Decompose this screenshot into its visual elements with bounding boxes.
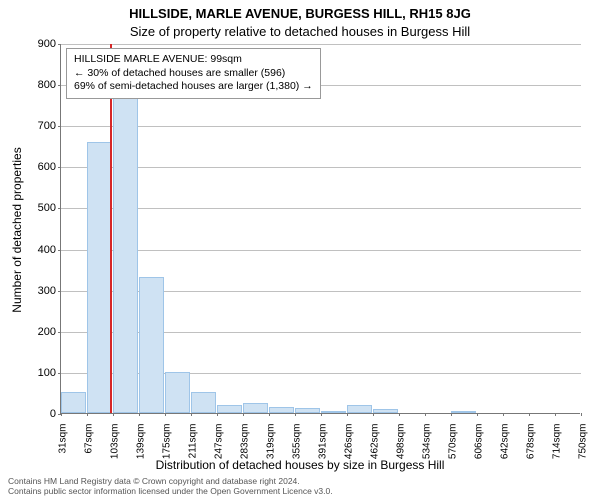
histogram-bar — [295, 408, 320, 413]
infobox-line2: ← 30% of detached houses are smaller (59… — [74, 67, 313, 81]
histogram-bar — [61, 392, 86, 413]
y-tick-label: 100 — [16, 367, 56, 379]
histogram-bar — [191, 392, 216, 413]
y-tick-label: 0 — [16, 408, 56, 420]
histogram-bar — [165, 372, 190, 413]
chart-title-line2: Size of property relative to detached ho… — [0, 24, 600, 39]
histogram-bar — [87, 142, 112, 413]
grid-line — [61, 208, 581, 209]
subject-property-marker — [110, 44, 112, 413]
histogram-bar — [113, 92, 138, 413]
grid-line — [61, 250, 581, 251]
y-tick-label: 200 — [16, 326, 56, 338]
y-tick-label: 500 — [16, 202, 56, 214]
histogram-bar — [243, 403, 268, 413]
x-axis-label: Distribution of detached houses by size … — [0, 458, 600, 472]
property-size-histogram: HILLSIDE, MARLE AVENUE, BURGESS HILL, RH… — [0, 0, 600, 500]
histogram-bar — [217, 405, 242, 413]
chart-title-line1: HILLSIDE, MARLE AVENUE, BURGESS HILL, RH… — [0, 6, 600, 21]
histogram-bar — [321, 411, 345, 413]
y-tick-label: 300 — [16, 285, 56, 297]
y-tick-label: 700 — [16, 120, 56, 132]
infobox-line3: 69% of semi-detached houses are larger (… — [74, 80, 313, 94]
histogram-bar — [373, 409, 398, 413]
y-tick-label: 900 — [16, 38, 56, 50]
infobox-line1: HILLSIDE MARLE AVENUE: 99sqm — [74, 53, 313, 67]
footer-line2: Contains public sector information licen… — [8, 486, 333, 496]
footer-attribution: Contains HM Land Registry data © Crown c… — [8, 476, 333, 496]
footer-line1: Contains HM Land Registry data © Crown c… — [8, 476, 333, 486]
y-tick-label: 400 — [16, 244, 56, 256]
grid-line — [61, 44, 581, 45]
grid-line — [61, 167, 581, 168]
grid-line — [61, 126, 581, 127]
y-tick-label: 600 — [16, 161, 56, 173]
property-info-box: HILLSIDE MARLE AVENUE: 99sqm ← 30% of de… — [66, 48, 321, 99]
histogram-bar — [347, 405, 372, 413]
plot-area — [60, 44, 580, 414]
histogram-bar — [451, 411, 476, 413]
histogram-bar — [139, 277, 164, 413]
y-tick-label: 800 — [16, 79, 56, 91]
histogram-bar — [269, 407, 294, 413]
